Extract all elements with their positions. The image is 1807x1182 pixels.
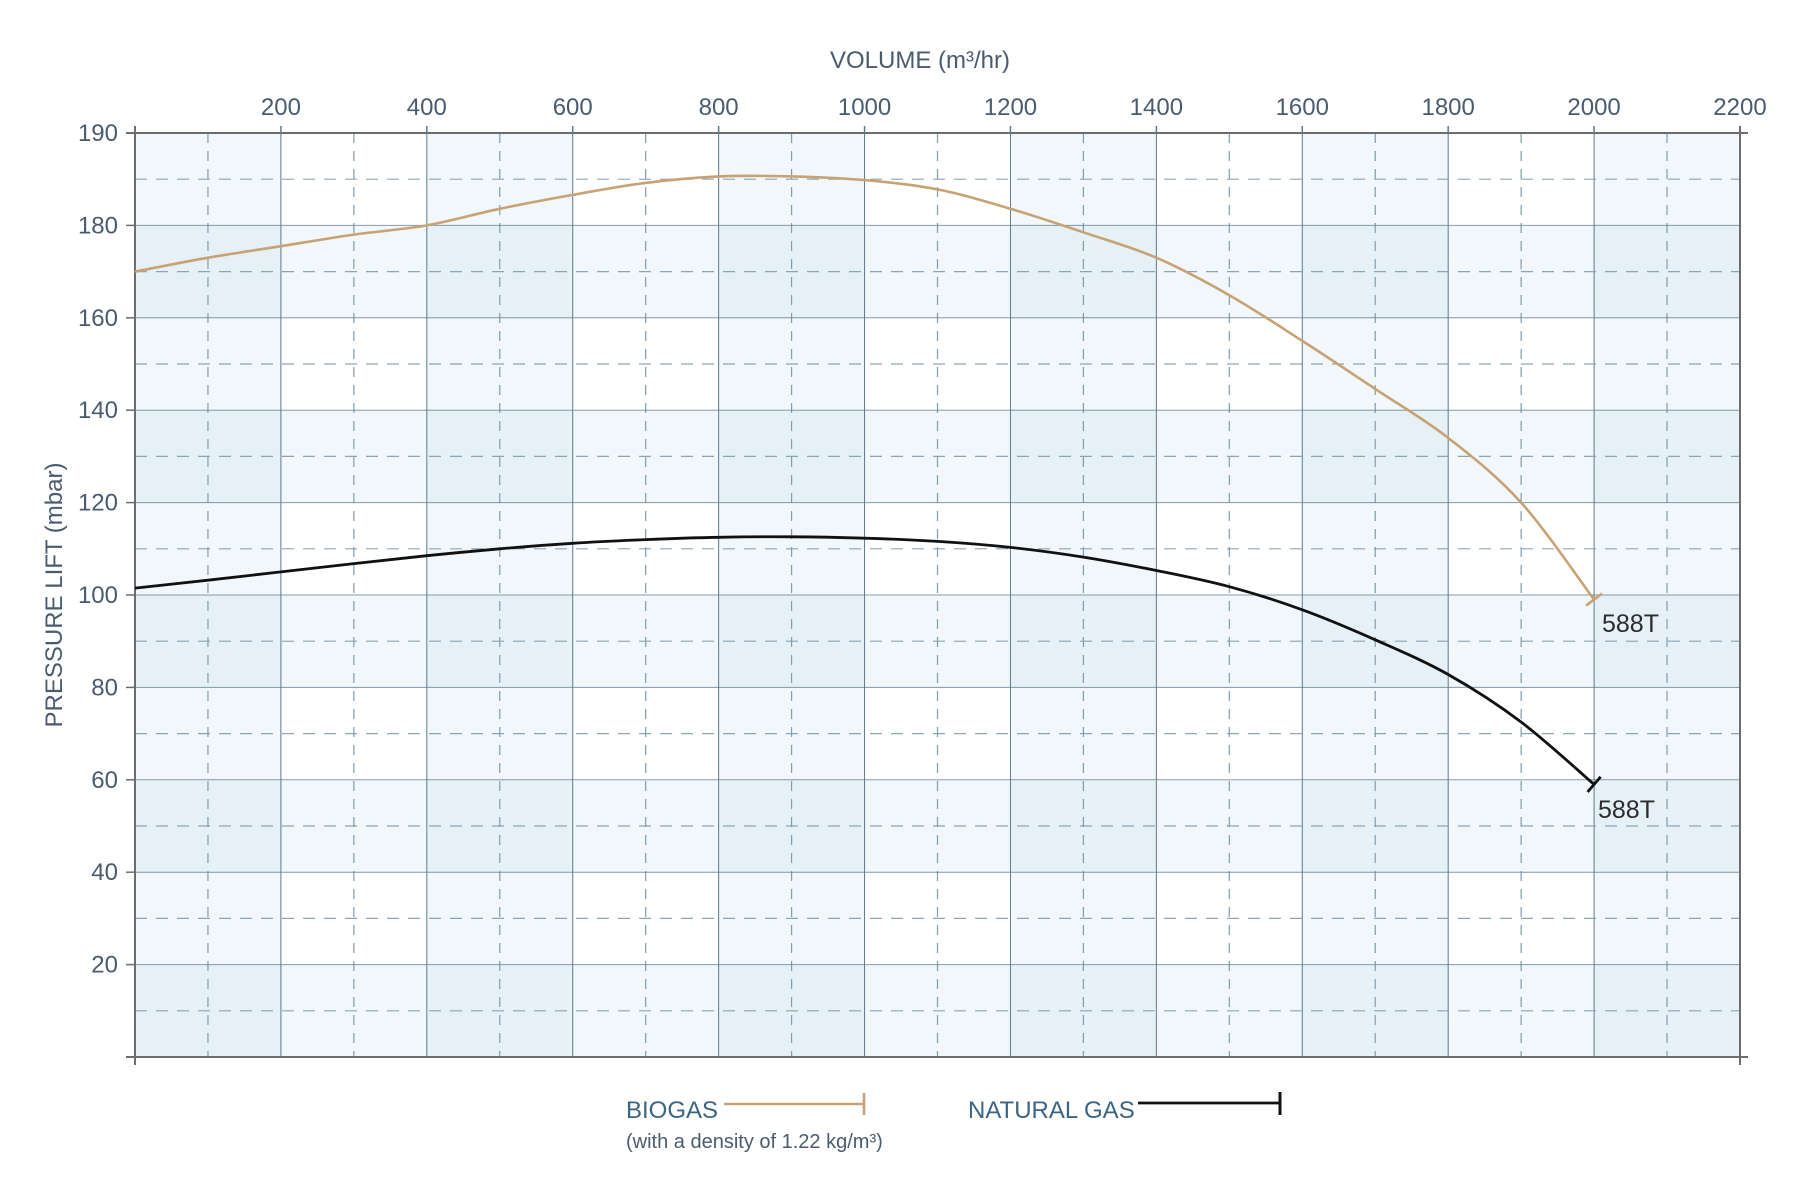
x-tick-label: 1800: [1421, 94, 1474, 121]
natural-gas-end-label: 588T: [1598, 796, 1655, 824]
y-axis-title: PRESSURE LIFT (mbar): [41, 463, 68, 728]
y-tick-label: 20: [91, 952, 118, 979]
y-axis-tick-labels: 20 40 60 80 100 120 140 160 180 190: [78, 120, 118, 979]
legend-item-biogas: BIOGAS (with a density of 1.22 kg/m³): [626, 1093, 883, 1153]
legend-biogas-label: BIOGAS: [626, 1097, 718, 1124]
y-tick-label: 180: [78, 212, 118, 239]
biogas-end-label: 588T: [1602, 610, 1659, 638]
x-tick-label: 200: [261, 94, 301, 121]
x-tick-label: 2000: [1567, 94, 1620, 121]
x-tick-label: 1200: [984, 94, 1037, 121]
x-tick-label: 1400: [1130, 94, 1183, 121]
grid-lines: [135, 133, 1740, 1057]
natural-gas-end-marker: [1586, 775, 1602, 793]
x-axis-tick-labels: 200 400 600 800 1000 1200 1400 1600 1800 2000 2200: [261, 94, 1767, 121]
y-tick-label: 140: [78, 397, 118, 424]
curves: [134, 174, 1603, 793]
y-tick-label: 80: [91, 674, 118, 701]
natural-gas-curve: [134, 535, 1596, 786]
y-tick-label: 120: [78, 490, 118, 517]
x-tick-label: 400: [407, 94, 447, 121]
legend: BIOGAS (with a density of 1.22 kg/m³) NA…: [626, 1092, 1282, 1153]
y-tick-label: 190: [78, 120, 118, 147]
y-tick-label: 40: [91, 859, 118, 886]
legend-natural-gas-label: NATURAL GAS: [968, 1097, 1135, 1124]
x-tick-label: 1000: [838, 94, 891, 121]
x-tick-label: 2200: [1713, 94, 1766, 121]
axes: [126, 126, 1748, 1065]
y-tick-label: 160: [78, 305, 118, 332]
x-tick-label: 1600: [1276, 94, 1329, 121]
biogas-curve: [134, 174, 1596, 601]
biogas-end-marker: [1585, 592, 1603, 607]
legend-item-natural-gas: NATURAL GAS: [968, 1092, 1282, 1124]
y-tick-label: 100: [78, 582, 118, 609]
x-tick-label: 800: [699, 94, 739, 121]
x-axis-title: VOLUME (m³/hr): [830, 47, 1010, 74]
legend-biogas-subtitle: (with a density of 1.22 kg/m³): [626, 1131, 883, 1153]
x-tick-label: 600: [553, 94, 593, 121]
y-tick-label: 60: [91, 767, 118, 794]
